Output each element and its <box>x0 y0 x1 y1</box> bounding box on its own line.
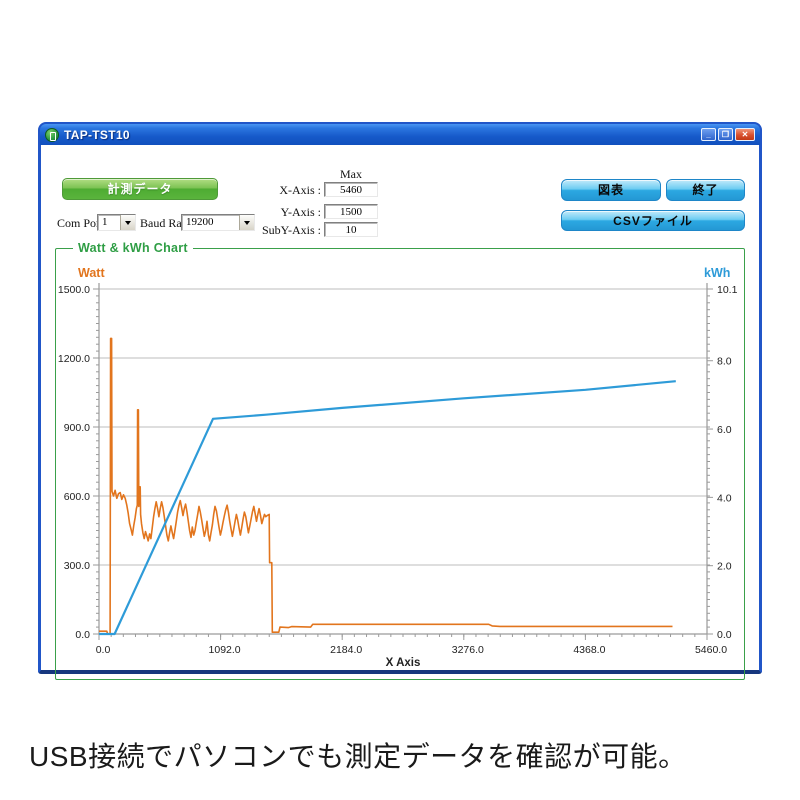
caption-text: USB接続でパソコンでも測定データを確認が可能。 <box>29 741 687 772</box>
minimize-button[interactable]: _ <box>701 128 716 141</box>
max-label: Max <box>340 167 362 181</box>
csv-file-button[interactable]: CSVファイル <box>561 210 745 231</box>
svg-text:900.0: 900.0 <box>64 422 90 434</box>
x-axis-max-field[interactable] <box>324 182 378 197</box>
kwh-series-line <box>99 380 676 636</box>
right-axis-title: kWh <box>704 266 730 280</box>
baud-rate-select[interactable]: 19200 <box>181 214 255 231</box>
maximize-button[interactable]: ❐ <box>718 128 733 141</box>
chart-button[interactable]: 図表 <box>561 179 661 201</box>
app-icon <box>45 127 59 142</box>
svg-text:10.1: 10.1 <box>717 284 738 296</box>
svg-text:1092.0: 1092.0 <box>209 644 241 656</box>
series-lines <box>99 337 676 636</box>
chevron-down-icon <box>244 220 250 225</box>
y-axis-max-label: Y-Axis : <box>280 205 321 219</box>
chart-plot: 0.0 300.0 600.0 900.0 1200.0 1500.0 0.0 2.0 4.0 6… <box>58 266 738 669</box>
dropdown-button[interactable] <box>239 215 254 230</box>
tick-marks <box>93 288 713 640</box>
suby-axis-max-label: SubY-Axis : <box>261 223 321 237</box>
dropdown-button[interactable] <box>120 215 135 230</box>
svg-text:2184.0: 2184.0 <box>330 644 362 656</box>
watt-series-line <box>99 337 673 635</box>
x-axis-title: X Axis <box>386 657 421 669</box>
svg-text:4.0: 4.0 <box>717 492 732 504</box>
svg-text:5460.0: 5460.0 <box>695 644 727 656</box>
exit-button[interactable]: 終了 <box>666 179 745 201</box>
baud-rate-label: Baud Rate <box>140 216 191 230</box>
chart-title: Watt & kWh Chart <box>73 241 193 255</box>
svg-text:6.0: 6.0 <box>717 424 732 436</box>
com-port-label: Com Port <box>57 216 104 230</box>
com-port-select[interactable]: 1 <box>97 214 136 231</box>
window-title: TAP-TST10 <box>64 127 130 142</box>
left-axis-title: Watt <box>78 266 105 280</box>
window-content: 計測データ Com Port 1 Baud Rate 19200 Max X-A… <box>41 145 759 680</box>
svg-text:4368.0: 4368.0 <box>573 644 605 656</box>
svg-text:0.0: 0.0 <box>717 629 732 641</box>
svg-text:600.0: 600.0 <box>64 491 90 503</box>
svg-text:0.0: 0.0 <box>96 644 111 656</box>
baud-rate-value: 19200 <box>186 216 214 228</box>
svg-text:1500.0: 1500.0 <box>58 284 90 296</box>
chart-groupbox: Watt & kWh Chart 0.0 300.0 600.0 900.0 1200.… <box>55 241 745 680</box>
app-window: TAP-TST10 _ ❐ ✕ 計測データ Com Port 1 Baud Ra… <box>38 122 762 680</box>
title-bar[interactable]: TAP-TST10 _ ❐ ✕ <box>40 124 760 145</box>
close-button[interactable]: ✕ <box>735 128 755 141</box>
suby-axis-max-field[interactable] <box>324 222 378 237</box>
tick-labels: 0.0 300.0 600.0 900.0 1200.0 1500.0 0.0 2.0 4.0 6… <box>58 284 738 656</box>
gridlines <box>99 288 707 566</box>
svg-text:1200.0: 1200.0 <box>58 353 90 365</box>
com-port-value: 1 <box>102 216 108 228</box>
measure-data-button[interactable]: 計測データ <box>62 178 218 200</box>
svg-text:0.0: 0.0 <box>75 629 90 641</box>
x-axis-max-label: X-Axis : <box>279 183 321 197</box>
svg-text:2.0: 2.0 <box>717 561 732 573</box>
axes <box>98 283 708 635</box>
svg-text:8.0: 8.0 <box>717 356 732 368</box>
chevron-down-icon <box>125 220 131 225</box>
svg-text:300.0: 300.0 <box>64 560 90 572</box>
y-axis-max-field[interactable] <box>324 204 378 219</box>
svg-text:3276.0: 3276.0 <box>452 644 484 656</box>
